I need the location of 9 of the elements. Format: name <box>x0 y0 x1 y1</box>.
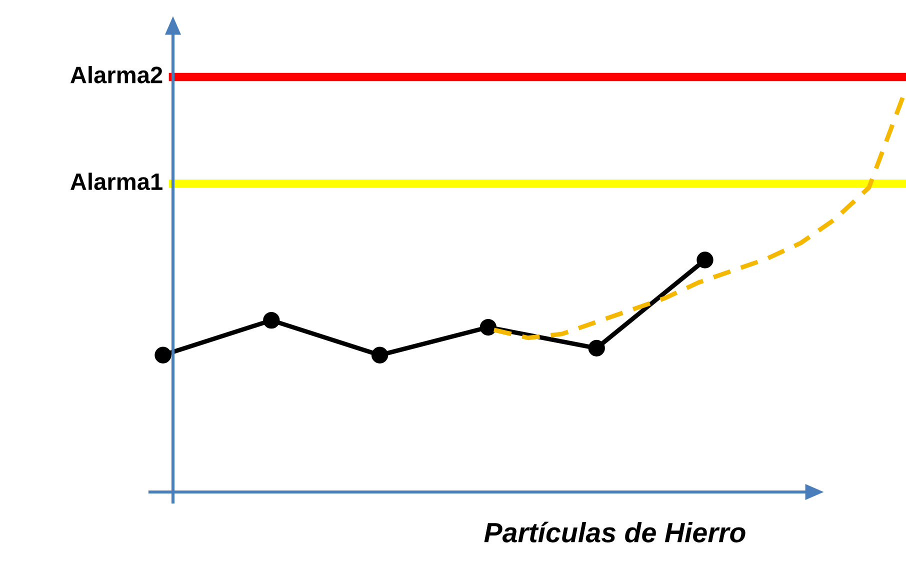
ref-line-label: Alarma2 <box>70 66 162 84</box>
point <box>371 346 388 364</box>
point <box>480 318 497 336</box>
point <box>696 252 714 268</box>
point <box>588 340 605 356</box>
x-axis-title: Partículas de Hierro <box>484 522 746 542</box>
point <box>154 346 172 364</box>
ref-line-label: Alarma1 <box>70 172 162 190</box>
point <box>263 312 280 329</box>
